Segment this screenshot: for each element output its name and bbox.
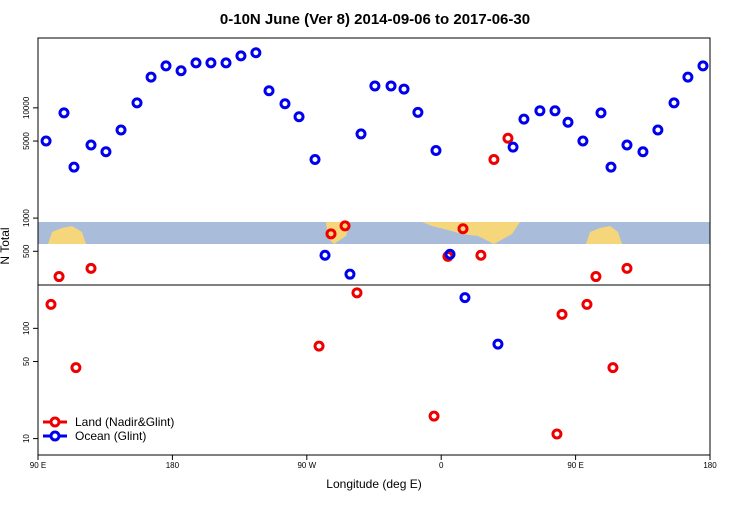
point xyxy=(682,71,694,83)
point xyxy=(53,271,65,283)
point xyxy=(279,98,291,110)
x-tick-label: 180 xyxy=(703,461,717,470)
point xyxy=(595,107,607,119)
point xyxy=(344,268,356,280)
point xyxy=(398,83,410,95)
legend-label: Land (Nadir&Glint) xyxy=(75,415,174,429)
point xyxy=(115,124,127,136)
y-tick-label: 100 xyxy=(22,321,31,335)
point xyxy=(590,271,602,283)
point xyxy=(235,50,247,62)
point xyxy=(100,146,112,158)
point xyxy=(190,57,202,69)
point xyxy=(339,220,351,232)
point xyxy=(488,153,500,165)
map-strip xyxy=(38,222,710,244)
point xyxy=(492,338,504,350)
point xyxy=(160,60,172,72)
point xyxy=(549,105,561,117)
legend-label: Ocean (Glint) xyxy=(75,429,146,443)
point xyxy=(430,145,442,157)
y-tick-label: 10 xyxy=(22,434,31,443)
point xyxy=(697,60,709,72)
x-tick-label: 0 xyxy=(439,461,444,470)
point xyxy=(325,228,337,240)
point xyxy=(459,292,471,304)
point xyxy=(444,248,456,260)
point xyxy=(607,362,619,374)
legend-marker xyxy=(49,430,61,442)
point xyxy=(457,223,469,235)
point xyxy=(502,132,514,144)
point xyxy=(507,141,519,153)
point xyxy=(309,153,321,165)
point xyxy=(412,106,424,118)
y-axis-label: N Total xyxy=(0,227,12,264)
point xyxy=(319,249,331,261)
point xyxy=(475,249,487,261)
x-tick-label: 180 xyxy=(166,461,180,470)
point xyxy=(551,428,563,440)
point xyxy=(145,71,157,83)
y-tick-label: 10000 xyxy=(22,96,31,119)
point xyxy=(205,57,217,69)
point xyxy=(652,124,664,136)
point xyxy=(637,146,649,158)
point xyxy=(351,287,363,299)
y-tick-label: 5000 xyxy=(22,132,31,150)
point xyxy=(621,139,633,151)
point xyxy=(577,135,589,147)
legend: Land (Nadir&Glint)Ocean (Glint) xyxy=(43,415,174,443)
x-axis-label: Longitude (deg E) xyxy=(326,477,421,491)
chart-title: 0-10N June (Ver 8) 2014-09-06 to 2017-06… xyxy=(220,11,530,28)
point xyxy=(250,47,262,59)
point xyxy=(220,57,232,69)
point xyxy=(534,105,546,117)
point xyxy=(581,298,593,310)
plot-frame xyxy=(37,37,711,456)
point xyxy=(605,161,617,173)
point xyxy=(85,262,97,274)
point xyxy=(175,65,187,77)
point xyxy=(518,113,530,125)
point xyxy=(45,298,57,310)
point xyxy=(40,135,52,147)
point xyxy=(58,107,70,119)
point xyxy=(621,262,633,274)
point xyxy=(385,80,397,92)
point xyxy=(293,111,305,123)
x-tick-label: 90 E xyxy=(567,461,583,470)
x-tick-label: 90 W xyxy=(297,461,316,470)
point xyxy=(263,85,275,97)
point xyxy=(313,340,325,352)
point xyxy=(428,410,440,422)
y-tick-label: 1000 xyxy=(22,209,31,227)
point xyxy=(85,139,97,151)
y-tick-label: 500 xyxy=(22,244,31,258)
point xyxy=(556,308,568,320)
point xyxy=(562,116,574,128)
point xyxy=(68,161,80,173)
x-tick-label: 90 E xyxy=(30,461,46,470)
point xyxy=(131,97,143,109)
point xyxy=(369,80,381,92)
point xyxy=(70,362,82,374)
y-tick-label: 50 xyxy=(22,357,31,366)
point xyxy=(668,97,680,109)
point xyxy=(355,128,367,140)
legend-marker xyxy=(49,416,61,428)
